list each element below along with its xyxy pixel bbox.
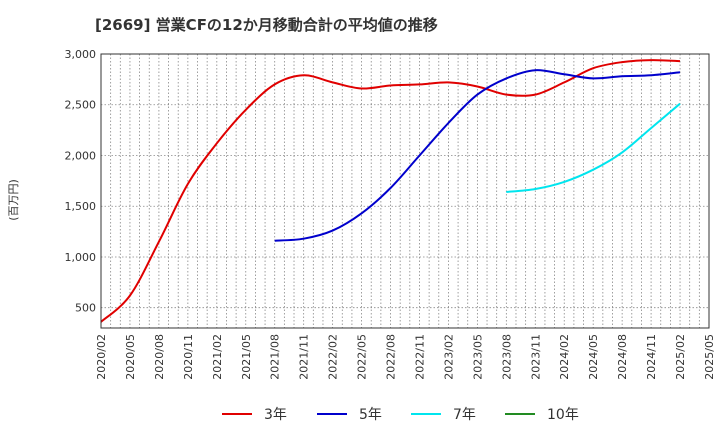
grid	[101, 54, 709, 328]
x-tick-label: 2022/08	[385, 334, 398, 380]
x-tick-label: 2022/02	[327, 334, 340, 380]
x-tick-label: 2021/02	[211, 334, 224, 380]
x-tick-label: 2022/05	[356, 334, 369, 380]
x-tick-label: 2025/05	[703, 334, 716, 380]
x-tick-label: 2023/02	[442, 334, 455, 380]
x-tick-label: 2025/02	[674, 334, 687, 380]
legend-label: 7年	[453, 407, 476, 423]
x-tick-label: 2024/02	[558, 334, 571, 380]
y-tick-label: 3,000	[65, 48, 97, 61]
x-tick-label: 2020/02	[95, 334, 108, 380]
y-ticks: 500 1,000 1,500 2,000 2,500 3,000	[65, 48, 97, 315]
y-tick-label: 2,500	[65, 99, 97, 112]
y-tick-label: 1,000	[65, 251, 97, 264]
x-tick-label: 2023/11	[529, 334, 542, 380]
series-line-3	[506, 102, 681, 193]
x-tick-label: 2023/05	[471, 334, 484, 380]
x-tick-label: 2024/05	[587, 334, 600, 380]
x-tick-label: 2020/05	[124, 334, 137, 380]
y-tick-label: 500	[75, 302, 96, 315]
legend-label: 10年	[547, 407, 579, 423]
x-tick-label: 2022/11	[413, 334, 426, 380]
chart-title: [2669] 営業CFの12か月移動合計の平均値の推移	[95, 16, 438, 34]
x-tick-label: 2021/05	[240, 334, 253, 380]
x-tick-label: 2021/08	[269, 334, 282, 380]
series-line-2	[274, 69, 681, 242]
y-tick-label: 2,000	[65, 149, 97, 162]
legend-label: 3年	[264, 407, 287, 423]
x-tick-label: 2021/11	[298, 334, 311, 380]
series-lines	[100, 59, 681, 323]
legend-label: 5年	[359, 407, 382, 423]
x-ticks: 2020/02 2020/05 2020/08 2020/11 2021/02 2021/…	[95, 334, 716, 380]
legend: 3年 5年 7年 10年	[222, 407, 579, 423]
y-tick-label: 1,500	[65, 200, 97, 213]
x-tick-label: 2024/08	[616, 334, 629, 380]
x-tick-label: 2023/08	[500, 334, 513, 380]
x-tick-label: 2024/11	[645, 334, 658, 380]
y-axis-label: (百万円)	[7, 179, 20, 221]
x-tick-label: 2020/08	[153, 334, 166, 380]
x-tick-label: 2020/11	[182, 334, 195, 380]
plot-frame	[100, 53, 710, 329]
series-line-1	[100, 59, 681, 323]
